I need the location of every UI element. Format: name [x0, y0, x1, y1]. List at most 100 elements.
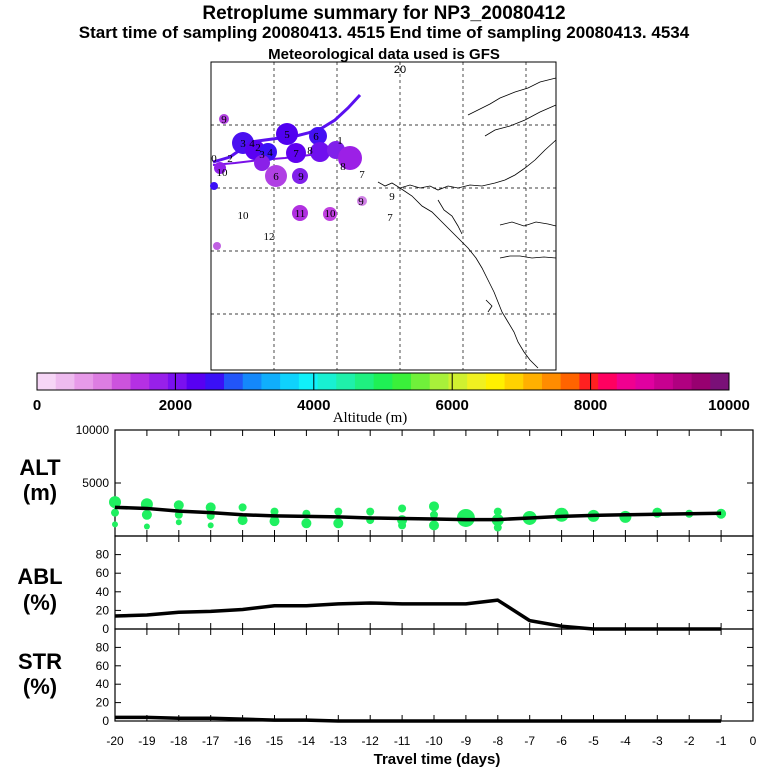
colorbar-tick-label: 6000: [436, 397, 469, 414]
colorbar-cell: [317, 373, 337, 390]
alt-point: [173, 500, 184, 511]
x-tick-label: -2: [684, 734, 695, 748]
abl-line: [114, 598, 722, 631]
colorbar-cell: [224, 373, 244, 390]
met-data-label: Meteorological data used is GFS: [268, 46, 500, 63]
x-tick-label: -11: [394, 734, 411, 748]
alt-line: [114, 505, 722, 522]
plume-cluster: [213, 242, 221, 250]
x-tick-labels: -20 -19 -18 -17 -16 -15 -14 -13 -12 -11 -10 -9 -8 -7-…: [106, 734, 756, 748]
y-tick-label: 80: [96, 640, 110, 654]
alt-point: [430, 510, 438, 519]
colorbar-tick-label: 10000: [708, 397, 750, 414]
alt-point: [238, 503, 247, 512]
alt-point: [237, 515, 248, 526]
colorbar-cell: [336, 373, 356, 390]
map-point-label: 9: [389, 191, 395, 203]
colorbar-cell: [392, 373, 412, 390]
alt-point: [493, 507, 502, 516]
colorbar-cell: [205, 373, 225, 390]
colorbar-cell: [167, 373, 188, 390]
str-line: [115, 715, 722, 723]
x-tick-label: 0: [750, 734, 757, 748]
plume-cluster: [357, 196, 367, 206]
colorbar-cell: [672, 373, 692, 390]
colorbar-cell: [429, 373, 449, 390]
alt-title-line1: ALT: [19, 455, 61, 480]
colorbar-cell: [373, 373, 393, 390]
abl-frame: [114, 535, 754, 630]
alt-point: [207, 522, 214, 529]
x-tick-label: -8: [492, 734, 503, 748]
y-tick-label: 10000: [76, 423, 110, 437]
map-point-label: 4: [267, 147, 273, 159]
plume-cluster: [265, 165, 287, 187]
map-point-label: 1: [337, 135, 343, 147]
map-frame: [210, 61, 557, 371]
alt-point: [398, 504, 407, 513]
colorbar-tick-label: 2000: [159, 397, 192, 414]
alt-point: [429, 501, 439, 512]
colorbar-cell: [149, 373, 169, 390]
colorbar-cell: [130, 373, 150, 390]
colorbar-cell: [691, 373, 711, 390]
colorbar-cell: [93, 373, 113, 390]
plume-cluster: [276, 123, 298, 145]
colorbar-cell: [55, 373, 75, 390]
map-point-label: 10: [325, 208, 337, 220]
colorbar: 0 2000 4000 6000 8000 10000 Altitude (m): [33, 372, 750, 426]
y-tick-label: 0: [102, 622, 109, 636]
colorbar-cell: [354, 373, 375, 390]
alt-point: [143, 523, 150, 530]
colorbar-cell: [411, 373, 431, 390]
abl-panel: 0 20 40 60 80 ABL (%): [17, 535, 754, 636]
colorbar-tick-label: 4000: [297, 397, 330, 414]
map-point-label: 0: [211, 153, 217, 165]
alt-point: [111, 508, 119, 517]
alt-point: [109, 496, 121, 509]
plume-clusters: [210, 114, 367, 250]
plume-cluster: [310, 142, 330, 162]
colorbar-cell: [448, 373, 468, 390]
y-tick-label: 20: [96, 603, 110, 617]
page-title: Retroplume summary for NP3_20080412: [202, 3, 566, 24]
str-x-ticks: [114, 629, 754, 721]
plume-cluster: [338, 146, 362, 170]
colorbar-cell: [186, 373, 206, 390]
colorbar-tick-label: 0: [33, 397, 41, 414]
alt-point: [141, 509, 152, 520]
x-tick-label: -7: [524, 734, 535, 748]
map-point-label: 9: [221, 114, 227, 126]
map-top-marker: 20: [394, 64, 406, 76]
alt-point: [334, 507, 343, 516]
colorbar-cells: [37, 373, 730, 390]
abl-title-line1: ABL: [17, 564, 62, 589]
map-point-label: 6: [273, 171, 279, 183]
alt-point: [112, 521, 118, 528]
abl-series-line: [114, 598, 722, 631]
map-point-label: 8: [340, 161, 346, 173]
str-series-line: [115, 715, 722, 723]
y-tick-label: 40: [96, 677, 110, 691]
map-point-label: 2: [227, 153, 233, 165]
colorbar-cell: [560, 373, 580, 390]
str-title-line2: (%): [23, 674, 57, 699]
x-tick-label: -5: [588, 734, 599, 748]
colorbar-cell: [504, 373, 524, 390]
map-point-label: 9: [298, 171, 304, 183]
colorbar-cell: [111, 373, 131, 390]
colorbar-cell: [242, 373, 262, 390]
str-title-line1: STR: [18, 649, 62, 674]
map-point-label: 6: [313, 131, 319, 143]
y-tick-label: 40: [96, 585, 110, 599]
alt-point: [301, 518, 312, 529]
y-tick-label: 60: [96, 566, 110, 580]
map-point-label: 11: [295, 208, 306, 220]
x-tick-label: -3: [652, 734, 663, 748]
colorbar-tick-labels: 0 2000 4000 6000 8000 10000: [33, 373, 750, 414]
x-tick-label: -10: [425, 734, 443, 748]
colorbar-cell: [710, 373, 730, 390]
alt-x-ticks: [114, 430, 754, 536]
